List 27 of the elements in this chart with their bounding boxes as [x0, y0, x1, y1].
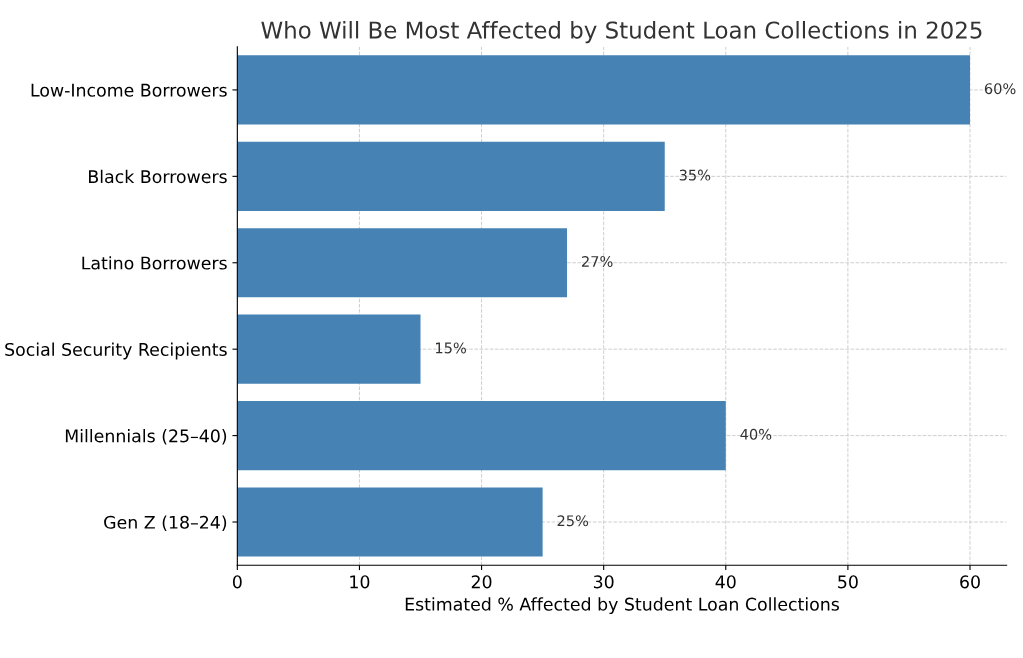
chart-title: Who Will Be Most Affected by Student Loan Collections in 2025 — [261, 20, 982, 44]
x-tick-label: 30 — [593, 575, 614, 589]
y-tick-label: Gen Z (18–24) — [104, 515, 227, 531]
data-label: 25% — [557, 515, 589, 527]
data-label: 15% — [435, 342, 466, 354]
y-tick-label: Black Borrowers — [89, 169, 227, 184]
x-tick-label: 60 — [960, 575, 980, 589]
bar — [237, 55, 970, 125]
y-tick-label: Social Security Recipients — [5, 342, 227, 360]
bar — [237, 487, 543, 557]
x-tick-label: 20 — [471, 575, 492, 589]
bar — [237, 401, 726, 471]
x-tick-label: 40 — [715, 575, 736, 589]
x-axis-title: Estimated % Affected by Student Loan Collections — [405, 597, 839, 615]
bar — [237, 314, 421, 384]
x-tick-label: 0 — [232, 575, 242, 589]
data-label: 35% — [679, 169, 711, 181]
y-tick-label: Millennials (25–40) — [65, 429, 227, 445]
data-label: 60% — [984, 83, 1016, 95]
data-label: 27% — [581, 255, 613, 267]
bar — [237, 228, 568, 298]
bar — [237, 141, 665, 211]
x-tick-label: 50 — [838, 575, 858, 589]
y-tick-label: Latino Borrowers — [82, 256, 227, 270]
y-tick-label: Low-Income Borrowers — [31, 83, 227, 97]
x-tick-label: 10 — [350, 575, 370, 589]
data-label: 40% — [740, 428, 772, 440]
